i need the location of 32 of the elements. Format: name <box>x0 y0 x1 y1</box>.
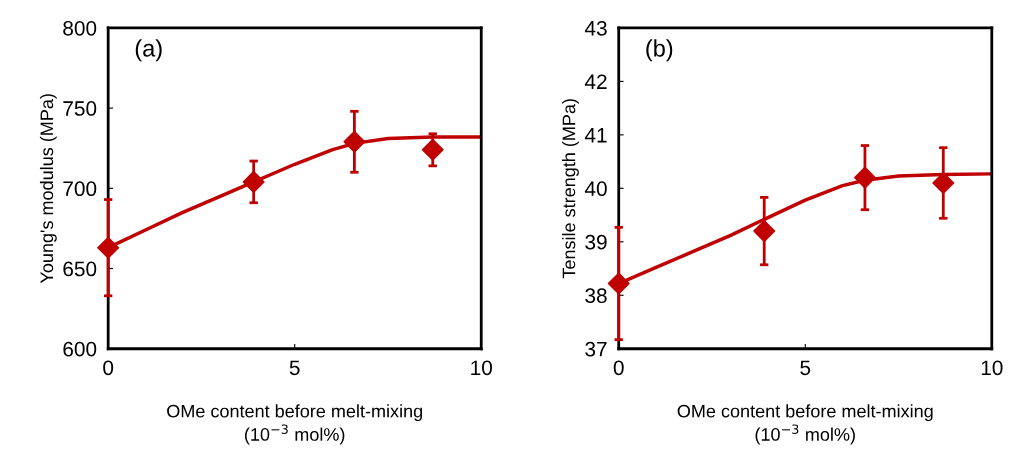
x-tick-label: 5 <box>800 360 811 376</box>
point <box>242 170 265 193</box>
y-axis-title: Tensile strength (MPa) <box>562 99 579 279</box>
point <box>97 236 120 259</box>
y-tick-label: 700 <box>63 181 97 197</box>
x-tick-label: 5 <box>289 360 300 376</box>
x-tick-label: 0 <box>613 360 624 376</box>
x-tick-label: 0 <box>103 360 114 376</box>
point <box>607 272 630 295</box>
y-tick-label: 38 <box>585 288 607 304</box>
x-tick-label: 10 <box>981 360 1003 376</box>
y-tick-label: 40 <box>584 181 607 197</box>
y-tick-label: 600 <box>63 341 97 357</box>
y-tick-label: 43 <box>584 20 607 36</box>
x-tick-label: 10 <box>471 360 493 376</box>
y-tick-label: 42 <box>584 74 607 89</box>
y-tick-label: 750 <box>63 101 97 116</box>
annotation: (a) <box>135 39 162 62</box>
annotation: (b) <box>646 39 673 62</box>
point <box>753 220 776 243</box>
y-tick-label: 37 <box>585 341 607 357</box>
point <box>421 138 444 161</box>
y-axis-title: Young's modulus (MPa) <box>39 94 57 284</box>
point <box>853 166 876 189</box>
y-tick-label: 39 <box>585 234 607 250</box>
y-tick-label: 800 <box>63 20 97 36</box>
y-tick-label: 650 <box>63 261 97 277</box>
x-axis-title: OMe content before melt-mixing (10$^{−3}$ mol%) <box>167 404 422 445</box>
x-axis-title: OMe content before melt-mixing (10$^{−3}$ mol%) <box>677 404 933 445</box>
y-tick-label: 41 <box>584 128 607 143</box>
point <box>932 171 955 194</box>
point <box>343 130 366 153</box>
